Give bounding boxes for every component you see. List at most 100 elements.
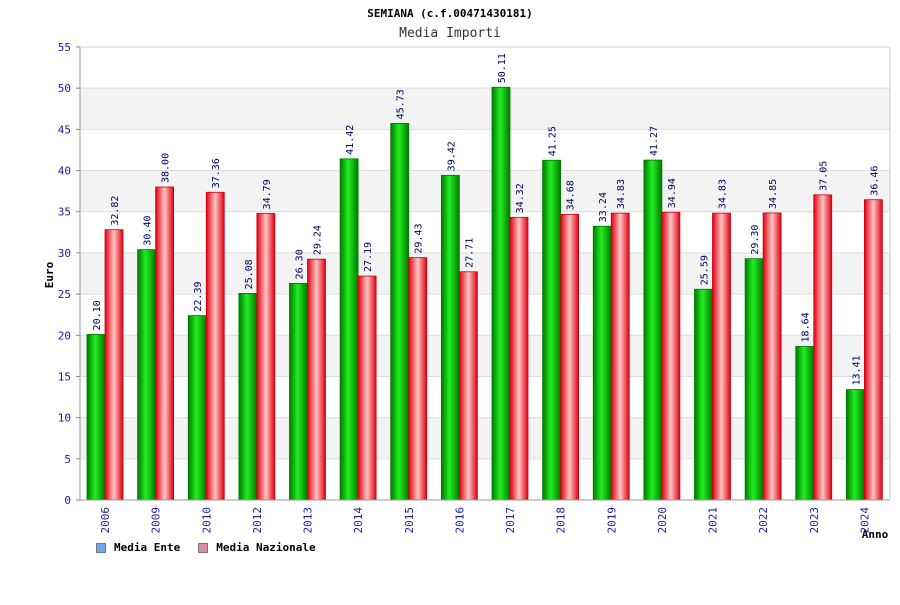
bar-media-ente-2009 xyxy=(137,249,157,501)
y-tick-label: 25 xyxy=(58,288,71,301)
data-label-media-ente-2018: 41.25 xyxy=(548,126,559,156)
legend-item-media-ente: Media Ente xyxy=(96,541,180,554)
data-label-media-ente-2020: 41.27 xyxy=(649,126,660,156)
legend-swatch-media-ente xyxy=(96,542,106,553)
plot-band xyxy=(80,129,890,171)
data-label-media-nazionale-2010: 37.36 xyxy=(211,158,222,188)
data-label-media-ente-2009: 30.40 xyxy=(143,216,154,246)
data-label-media-ente-2013: 26.30 xyxy=(295,249,306,279)
data-label-media-nazionale-2024: 36.46 xyxy=(869,166,880,196)
plot-band xyxy=(80,47,890,89)
x-tick-label-2013: 2013 xyxy=(302,507,315,534)
data-label-media-nazionale-2014: 27.19 xyxy=(363,242,374,272)
bar-media-ente-2012 xyxy=(238,293,258,501)
bar-media-ente-2021 xyxy=(694,288,713,501)
data-label-media-ente-2016: 39.42 xyxy=(446,141,457,171)
x-tick-label-2016: 2016 xyxy=(453,507,466,534)
bar-media-ente-2013 xyxy=(289,282,308,501)
bar-media-nazionale-2013 xyxy=(307,258,326,501)
bar-media-nazionale-2023 xyxy=(813,194,833,501)
bar-media-nazionale-2020 xyxy=(661,211,681,501)
y-tick-label: 15 xyxy=(58,370,71,383)
data-label-media-nazionale-2020: 34.94 xyxy=(667,178,678,208)
bar-media-nazionale-2018 xyxy=(560,213,580,501)
x-tick-label-2021: 2021 xyxy=(707,507,720,534)
data-label-media-nazionale-2021: 34.83 xyxy=(718,179,729,209)
legend: Media Ente Media Nazionale xyxy=(96,541,316,554)
bar-media-ente-2022 xyxy=(744,258,764,501)
y-tick-label: 50 xyxy=(58,82,71,95)
bar-media-nazionale-2006 xyxy=(104,229,124,501)
axes: 0 5 10 15 20 25 30 35 40 45 50 55 2006 2009 2010 2012 20… xyxy=(58,41,891,534)
bar-media-ente-2017 xyxy=(491,86,511,501)
x-tick-label-2023: 2023 xyxy=(808,507,821,534)
bar-media-nazionale-2024 xyxy=(863,199,883,501)
bar-media-nazionale-2014 xyxy=(357,275,377,501)
data-label-media-ente-2019: 33.24 xyxy=(598,192,609,222)
bar-media-nazionale-2015 xyxy=(408,257,428,501)
y-tick-label: 55 xyxy=(58,41,71,54)
legend-swatch-media-nazionale xyxy=(198,542,209,553)
x-tick-label-2010: 2010 xyxy=(200,507,213,534)
bar-media-nazionale-2022 xyxy=(762,212,782,501)
x-tick-label-2009: 2009 xyxy=(150,507,163,534)
x-tick-label-2015: 2015 xyxy=(403,507,416,534)
data-label-media-nazionale-2023: 37.05 xyxy=(819,161,830,191)
data-label-media-nazionale-2022: 34.85 xyxy=(768,179,779,209)
data-label-media-nazionale-2018: 34.68 xyxy=(566,180,577,210)
legend-label-media-ente: Media Ente xyxy=(114,541,181,554)
data-label-media-ente-2024: 13.41 xyxy=(851,355,862,385)
bar-media-nazionale-2016 xyxy=(458,271,478,501)
bar-media-ente-2015 xyxy=(390,122,410,501)
bar-media-nazionale-2019 xyxy=(610,212,630,501)
y-tick-label: 30 xyxy=(58,247,71,260)
x-tick-label-2019: 2019 xyxy=(605,507,618,534)
bar-media-ente-2020 xyxy=(643,159,663,501)
y-tick-label: 0 xyxy=(64,494,71,507)
x-tick-label-2022: 2022 xyxy=(757,507,770,534)
bar-media-ente-2016 xyxy=(440,174,460,501)
bar-media-nazionale-2012 xyxy=(256,213,276,501)
bar-media-ente-2019 xyxy=(592,225,612,501)
data-label-media-nazionale-2019: 34.83 xyxy=(616,179,627,209)
x-tick-label-2014: 2014 xyxy=(352,507,365,534)
data-label-media-ente-2014: 41.42 xyxy=(345,125,356,155)
bar-media-ente-2023 xyxy=(795,346,815,501)
chart-title: SEMIANA (c.f.00471430181) xyxy=(367,7,533,20)
data-label-media-nazionale-2015: 29.43 xyxy=(414,223,425,253)
data-label-media-nazionale-2009: 38.00 xyxy=(161,153,172,183)
y-tick-label: 20 xyxy=(58,329,71,342)
data-label-media-ente-2006: 20.10 xyxy=(92,300,103,330)
data-label-media-nazionale-2017: 34.32 xyxy=(515,183,526,213)
y-tick-label: 45 xyxy=(58,123,71,136)
data-label-media-ente-2021: 25.59 xyxy=(700,255,711,285)
bar-media-ente-2010 xyxy=(187,315,207,501)
bar-media-nazionale-2009 xyxy=(155,186,175,501)
data-label-media-ente-2023: 18.64 xyxy=(801,312,812,342)
y-axis-label: Euro xyxy=(43,261,56,288)
chart-subtitle: Media Importi xyxy=(399,26,501,41)
y-tick-label: 5 xyxy=(64,453,71,466)
data-label-media-ente-2012: 25.08 xyxy=(244,259,255,289)
x-tick-label-2020: 2020 xyxy=(656,507,669,534)
bar-media-ente-2018 xyxy=(542,159,562,501)
bar-media-nazionale-2017 xyxy=(509,216,529,501)
x-tick-label-2017: 2017 xyxy=(504,507,517,534)
data-label-media-nazionale-2006: 32.82 xyxy=(110,196,121,226)
y-tick-label: 10 xyxy=(58,412,71,425)
legend-item-media-nazionale: Media Nazionale xyxy=(198,541,316,554)
data-label-media-ente-2017: 50.11 xyxy=(497,53,508,83)
bar-media-nazionale-2021 xyxy=(712,212,731,501)
bar-media-ente-2024 xyxy=(845,389,865,501)
data-label-media-nazionale-2016: 27.71 xyxy=(464,238,475,268)
x-axis-label: Anno xyxy=(862,528,889,541)
x-tick-label-2006: 2006 xyxy=(99,507,112,534)
bar-media-ente-2014 xyxy=(339,158,359,501)
plot-band xyxy=(80,88,890,130)
bar-media-nazionale-2010 xyxy=(205,191,225,501)
data-label-media-ente-2015: 45.73 xyxy=(396,89,407,119)
x-tick-label-2012: 2012 xyxy=(251,507,264,534)
bar-media-ente-2006 xyxy=(86,334,106,501)
x-tick-label-2024: 2024 xyxy=(858,507,871,534)
